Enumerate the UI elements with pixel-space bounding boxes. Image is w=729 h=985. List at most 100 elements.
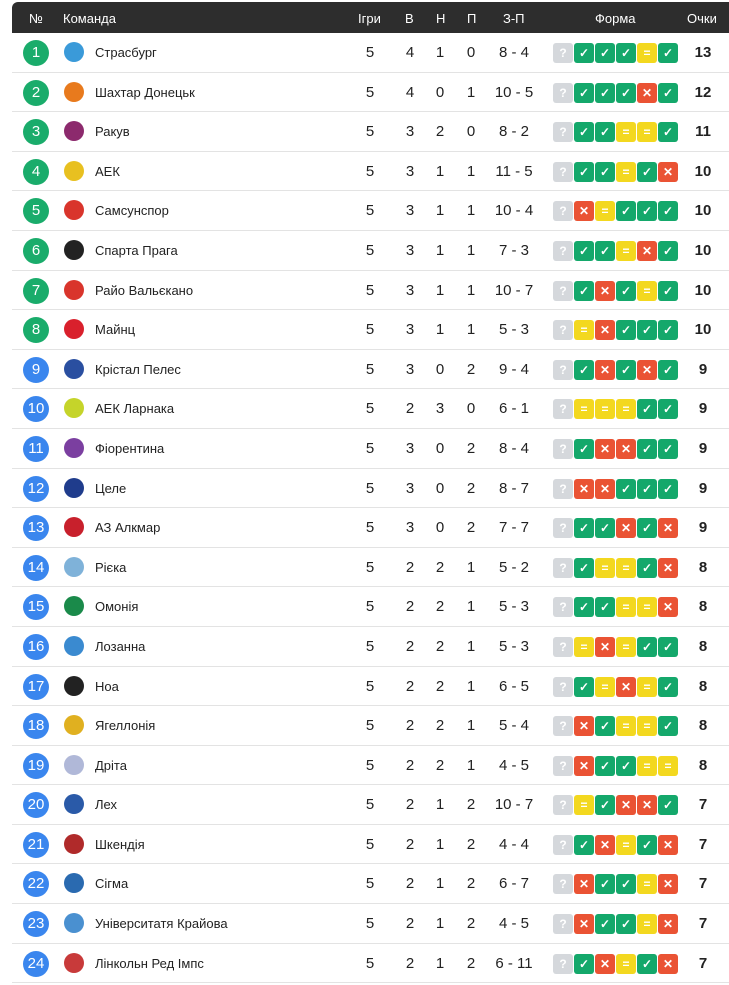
win-check-icon[interactable]: ✓ xyxy=(658,240,678,261)
loss-cross-icon[interactable]: ✕ xyxy=(658,874,678,895)
win-check-icon[interactable]: ✓ xyxy=(595,874,615,895)
win-check-icon[interactable]: ✓ xyxy=(616,280,636,301)
win-check-icon[interactable]: ✓ xyxy=(574,953,594,974)
table-row[interactable]: 14 Рієка 5 2 2 1 5 - 2 ? ✓ = = ✓ ✕ 8 xyxy=(12,548,729,588)
win-check-icon[interactable]: ✓ xyxy=(637,320,657,341)
draw-equals-icon[interactable]: = xyxy=(595,201,615,222)
team-name[interactable]: Університатя Крайова xyxy=(95,916,228,932)
loss-cross-icon[interactable]: ✕ xyxy=(616,438,636,459)
table-row[interactable]: 7 Райо Вальєкано 5 3 1 1 10 - 7 ? ✓ ✕ ✓ = ✓ 1… xyxy=(12,271,729,311)
table-row[interactable]: 11 Фіорентина 5 3 0 2 8 - 4 ? ✓ ✕ ✕ ✓ ✓ 9 xyxy=(12,429,729,469)
table-row[interactable]: 4 АЕК 5 3 1 1 11 - 5 ? ✓ ✓ = ✓ ✕ 10 xyxy=(12,152,729,192)
win-check-icon[interactable]: ✓ xyxy=(658,359,678,380)
unknown-question-icon[interactable]: ? xyxy=(553,597,573,618)
table-row[interactable]: 1 Страсбург 5 4 1 0 8 - 4 ? ✓ ✓ ✓ = ✓ 13 xyxy=(12,33,729,73)
draw-equals-icon[interactable]: = xyxy=(616,597,636,618)
team-name[interactable]: Страсбург xyxy=(95,45,157,60)
unknown-question-icon[interactable]: ? xyxy=(553,953,573,974)
draw-equals-icon[interactable]: = xyxy=(616,122,636,143)
win-check-icon[interactable]: ✓ xyxy=(658,795,678,816)
draw-equals-icon[interactable]: = xyxy=(637,676,657,697)
loss-cross-icon[interactable]: ✕ xyxy=(616,676,636,697)
draw-equals-icon[interactable]: = xyxy=(616,240,636,261)
table-row[interactable]: 9 Крістал Пелес 5 3 0 2 9 - 4 ? ✓ ✕ ✓ ✕ ✓ 9 xyxy=(12,350,729,390)
win-check-icon[interactable]: ✓ xyxy=(574,597,594,618)
table-row[interactable]: 22 Сігма 5 2 1 2 6 - 7 ? ✕ ✓ ✓ = ✕ 7 xyxy=(12,864,729,905)
win-check-icon[interactable]: ✓ xyxy=(616,43,636,63)
loss-cross-icon[interactable]: ✕ xyxy=(658,834,678,855)
win-check-icon[interactable]: ✓ xyxy=(637,478,657,499)
draw-equals-icon[interactable]: = xyxy=(637,716,657,737)
unknown-question-icon[interactable]: ? xyxy=(553,557,573,578)
loss-cross-icon[interactable]: ✕ xyxy=(595,953,615,974)
win-check-icon[interactable]: ✓ xyxy=(574,518,594,539)
win-check-icon[interactable]: ✓ xyxy=(637,636,657,657)
unknown-question-icon[interactable]: ? xyxy=(553,122,573,143)
win-check-icon[interactable]: ✓ xyxy=(595,518,615,539)
win-check-icon[interactable]: ✓ xyxy=(574,557,594,578)
team-name[interactable]: Фіорентина xyxy=(95,440,165,456)
team-name[interactable]: Лінкольн Ред Імпс xyxy=(95,955,204,971)
loss-cross-icon[interactable]: ✕ xyxy=(574,755,594,776)
team-name[interactable]: Ноа xyxy=(95,678,119,694)
loss-cross-icon[interactable]: ✕ xyxy=(595,636,615,657)
unknown-question-icon[interactable]: ? xyxy=(553,518,573,539)
loss-cross-icon[interactable]: ✕ xyxy=(658,557,678,578)
win-check-icon[interactable]: ✓ xyxy=(595,240,615,261)
win-check-icon[interactable]: ✓ xyxy=(574,122,594,143)
unknown-question-icon[interactable]: ? xyxy=(553,82,573,103)
win-check-icon[interactable]: ✓ xyxy=(595,716,615,737)
win-check-icon[interactable]: ✓ xyxy=(595,122,615,143)
win-check-icon[interactable]: ✓ xyxy=(595,161,615,182)
win-check-icon[interactable]: ✓ xyxy=(574,280,594,301)
win-check-icon[interactable]: ✓ xyxy=(658,320,678,341)
table-row[interactable]: 8 Майнц 5 3 1 1 5 - 3 ? = ✕ ✓ ✓ ✓ 10 xyxy=(12,310,729,350)
unknown-question-icon[interactable]: ? xyxy=(553,399,573,420)
team-name[interactable]: Шкендія xyxy=(95,836,145,852)
loss-cross-icon[interactable]: ✕ xyxy=(616,795,636,816)
loss-cross-icon[interactable]: ✕ xyxy=(658,161,678,182)
draw-equals-icon[interactable]: = xyxy=(616,399,636,420)
win-check-icon[interactable]: ✓ xyxy=(574,438,594,459)
loss-cross-icon[interactable]: ✕ xyxy=(574,478,594,499)
unknown-question-icon[interactable]: ? xyxy=(553,834,573,855)
win-check-icon[interactable]: ✓ xyxy=(595,43,615,63)
unknown-question-icon[interactable]: ? xyxy=(553,755,573,776)
team-name[interactable]: Рієка xyxy=(95,559,127,575)
table-row[interactable]: 6 Спарта Прага 5 3 1 1 7 - 3 ? ✓ ✓ = ✕ ✓ 10 xyxy=(12,231,729,271)
loss-cross-icon[interactable]: ✕ xyxy=(637,240,657,261)
win-check-icon[interactable]: ✓ xyxy=(658,636,678,657)
win-check-icon[interactable]: ✓ xyxy=(574,161,594,182)
draw-equals-icon[interactable]: = xyxy=(637,914,657,935)
draw-equals-icon[interactable]: = xyxy=(637,755,657,776)
win-check-icon[interactable]: ✓ xyxy=(637,953,657,974)
win-check-icon[interactable]: ✓ xyxy=(616,755,636,776)
win-check-icon[interactable]: ✓ xyxy=(658,201,678,222)
win-check-icon[interactable]: ✓ xyxy=(637,438,657,459)
table-row[interactable]: 13 АЗ Алкмар 5 3 0 2 7 - 7 ? ✓ ✓ ✕ ✓ ✕ 9 xyxy=(12,508,729,548)
unknown-question-icon[interactable]: ? xyxy=(553,240,573,261)
team-name[interactable]: Лех xyxy=(95,797,117,813)
loss-cross-icon[interactable]: ✕ xyxy=(595,280,615,301)
team-name[interactable]: Самсунспор xyxy=(95,203,169,219)
loss-cross-icon[interactable]: ✕ xyxy=(595,478,615,499)
table-row[interactable]: 3 Ракув 5 3 2 0 8 - 2 ? ✓ ✓ = = ✓ 11 xyxy=(12,112,729,152)
loss-cross-icon[interactable]: ✕ xyxy=(574,201,594,222)
win-check-icon[interactable]: ✓ xyxy=(658,478,678,499)
table-row[interactable]: 23 Університатя Крайова 5 2 1 2 4 - 5 ? ✕… xyxy=(12,904,729,944)
team-name[interactable]: АЕК Ларнака xyxy=(95,401,175,417)
draw-equals-icon[interactable]: = xyxy=(658,755,678,776)
team-name[interactable]: Майнц xyxy=(95,322,136,338)
win-check-icon[interactable]: ✓ xyxy=(574,43,594,63)
table-row[interactable]: 12 Целе 5 3 0 2 8 - 7 ? ✕ ✕ ✓ ✓ ✓ 9 xyxy=(12,469,729,509)
unknown-question-icon[interactable]: ? xyxy=(553,359,573,380)
win-check-icon[interactable]: ✓ xyxy=(574,240,594,261)
draw-equals-icon[interactable]: = xyxy=(616,834,636,855)
draw-equals-icon[interactable]: = xyxy=(616,716,636,737)
draw-equals-icon[interactable]: = xyxy=(637,874,657,895)
win-check-icon[interactable]: ✓ xyxy=(574,834,594,855)
win-check-icon[interactable]: ✓ xyxy=(658,399,678,420)
draw-equals-icon[interactable]: = xyxy=(574,320,594,341)
win-check-icon[interactable]: ✓ xyxy=(574,82,594,103)
unknown-question-icon[interactable]: ? xyxy=(553,201,573,222)
